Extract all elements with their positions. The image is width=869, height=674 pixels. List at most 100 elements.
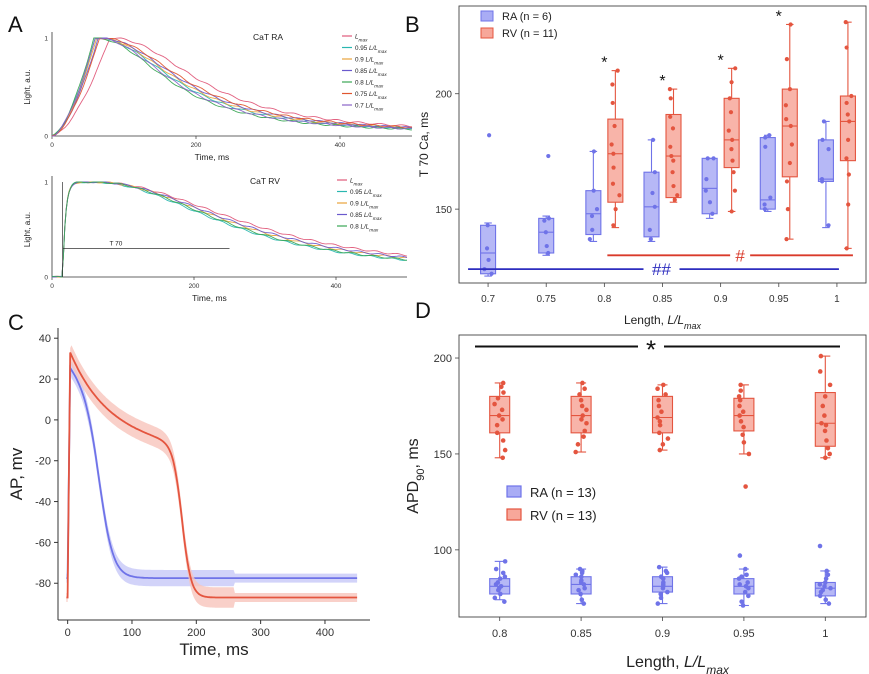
data-point bbox=[652, 170, 657, 175]
data-point bbox=[615, 68, 620, 73]
data-point bbox=[826, 601, 832, 606]
data-point bbox=[650, 190, 655, 196]
data-point bbox=[502, 447, 508, 453]
data-point bbox=[546, 153, 551, 159]
data-point bbox=[668, 114, 673, 119]
x-tick-label: 400 bbox=[335, 142, 346, 149]
data-point bbox=[492, 595, 498, 601]
data-point bbox=[846, 172, 851, 177]
data-point bbox=[493, 566, 499, 572]
x-tick-label: 400 bbox=[316, 627, 334, 639]
data-point bbox=[501, 390, 506, 395]
data-point bbox=[494, 422, 500, 428]
data-point bbox=[819, 177, 825, 182]
data-point bbox=[729, 80, 734, 85]
x-tick-label: 300 bbox=[251, 627, 269, 639]
data-point bbox=[663, 392, 668, 397]
data-point bbox=[844, 156, 849, 161]
data-point bbox=[647, 227, 652, 233]
data-point bbox=[579, 578, 584, 583]
data-point bbox=[498, 591, 503, 597]
data-point bbox=[844, 45, 849, 50]
series-line bbox=[51, 37, 413, 136]
data-point bbox=[822, 394, 828, 399]
data-point bbox=[846, 202, 851, 207]
data-point bbox=[655, 415, 660, 420]
data-point bbox=[500, 438, 506, 443]
data-point bbox=[594, 207, 600, 212]
data-point bbox=[580, 380, 585, 386]
box-ra-0.95 bbox=[759, 137, 776, 210]
legend-swatch-ra bbox=[506, 485, 522, 498]
panel-label-d: D bbox=[415, 298, 431, 323]
data-point bbox=[661, 382, 666, 388]
y-axis-label: AP, mv bbox=[7, 447, 26, 500]
data-point bbox=[737, 403, 742, 409]
legend-swatch-rv bbox=[506, 508, 522, 521]
data-point bbox=[671, 183, 676, 189]
data-point bbox=[768, 195, 773, 200]
y-axis-label: Light, a.u. bbox=[23, 69, 32, 104]
panel-label-c: C bbox=[8, 310, 24, 335]
data-point bbox=[578, 591, 583, 597]
data-point bbox=[739, 599, 744, 604]
data-point bbox=[784, 179, 790, 184]
data-point bbox=[578, 397, 584, 403]
data-point bbox=[824, 438, 829, 443]
data-point bbox=[484, 246, 490, 251]
y-tick-label: -80 bbox=[35, 578, 51, 590]
data-point bbox=[494, 430, 500, 436]
data-point bbox=[667, 87, 673, 92]
data-point bbox=[668, 144, 673, 149]
y-tick-label: -40 bbox=[35, 497, 51, 509]
data-point bbox=[675, 193, 680, 198]
x-tick-label: 0.8 bbox=[492, 628, 507, 640]
y-tick-label: 150 bbox=[435, 205, 452, 216]
data-point bbox=[581, 601, 587, 606]
data-point bbox=[824, 568, 830, 574]
data-point bbox=[711, 156, 716, 161]
x-tick-label: 0.85 bbox=[653, 294, 673, 305]
data-point bbox=[746, 451, 752, 457]
ap-band-rv bbox=[66, 345, 358, 608]
data-point bbox=[783, 103, 788, 108]
significance-star: * bbox=[776, 8, 782, 25]
data-point bbox=[729, 147, 734, 152]
data-point bbox=[495, 396, 501, 401]
y-tick-label: 0 bbox=[45, 415, 51, 427]
ra-trend-label: ## bbox=[652, 260, 671, 279]
panel-d-apd90-boxplot: 100 150 200 0.8 0.85 0.9 0.95 1 Length, L/Lmax AP… bbox=[405, 335, 867, 674]
data-point bbox=[611, 165, 616, 170]
data-point bbox=[789, 142, 794, 147]
legend-label: 0.95 L/Lmax bbox=[350, 189, 382, 199]
data-point bbox=[787, 87, 793, 92]
ap-trace-rv bbox=[66, 352, 358, 599]
y-tick-label: 0 bbox=[44, 275, 48, 282]
data-point bbox=[784, 237, 789, 242]
data-point bbox=[655, 601, 661, 606]
data-point bbox=[740, 409, 746, 415]
data-point bbox=[609, 142, 614, 147]
x-tick-label: 0.8 bbox=[597, 294, 611, 305]
data-point bbox=[657, 422, 663, 428]
data-point bbox=[820, 137, 825, 142]
data-point bbox=[846, 137, 851, 142]
significance-star: * bbox=[718, 52, 724, 69]
data-point bbox=[670, 170, 675, 175]
plot-frame bbox=[458, 5, 867, 284]
data-point bbox=[587, 237, 592, 242]
t70-label: T 70 bbox=[109, 241, 122, 248]
data-point bbox=[710, 211, 715, 216]
x-axis-label: Length, L/Lmax bbox=[626, 654, 730, 674]
y-tick-label: 40 bbox=[39, 333, 51, 345]
data-point bbox=[669, 153, 674, 159]
data-point bbox=[579, 403, 585, 409]
legend-label: Lmax bbox=[350, 178, 363, 188]
data-point bbox=[610, 82, 615, 87]
data-point bbox=[499, 384, 504, 390]
legend-label-ra: RA (n = 13) bbox=[530, 485, 596, 500]
data-point bbox=[661, 580, 666, 585]
